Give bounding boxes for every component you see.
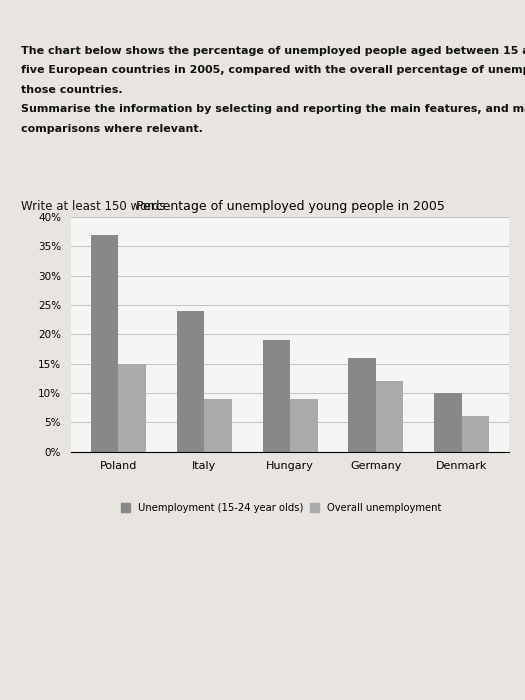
Bar (262, 340, 290, 452)
Bar (290, 399, 318, 452)
Legend: Unemployment (15-24 year olds), Overall unemployment: Unemployment (15-24 year olds), Overall … (118, 499, 445, 517)
Text: comparisons where relevant.: comparisons where relevant. (21, 124, 203, 134)
Text: The chart below shows the percentage of unemployed people aged between 15 and 24: The chart below shows the percentage of … (21, 46, 525, 55)
Text: five European countries in 2005, compared with the overall percentage of unemplo: five European countries in 2005, compare… (21, 65, 525, 75)
Bar (349, 358, 376, 452)
Bar (376, 381, 403, 452)
Text: Write at least 150 words.: Write at least 150 words. (21, 199, 170, 213)
Title: Percentage of unemployed young people in 2005: Percentage of unemployed young people in… (135, 200, 445, 213)
Bar (434, 393, 462, 452)
Bar (91, 234, 118, 452)
Bar (462, 416, 489, 452)
Bar (118, 363, 146, 452)
Bar (204, 399, 232, 452)
Bar (177, 311, 204, 452)
Text: Summarise the information by selecting and reporting the main features, and make: Summarise the information by selecting a… (21, 104, 525, 114)
Text: those countries.: those countries. (21, 85, 123, 95)
